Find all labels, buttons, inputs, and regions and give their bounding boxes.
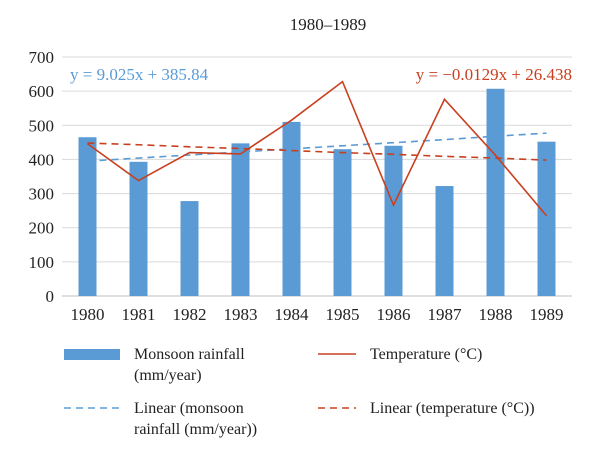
x-tick-label: 1989: [530, 305, 564, 324]
temperature-trend-equation: y = −0.0129x + 26.438: [416, 65, 572, 84]
chart-title: 1980–1989: [290, 15, 367, 34]
y-tick-label: 700: [29, 48, 55, 67]
bar: [282, 121, 301, 296]
bar: [231, 143, 250, 296]
bar: [129, 161, 148, 296]
x-tick-label: 1981: [122, 305, 156, 324]
bar: [384, 145, 403, 296]
y-axis-ticks: 0 100 200 300 400 500 600 700: [29, 48, 55, 306]
x-tick-label: 1986: [377, 305, 411, 324]
bar: [78, 137, 97, 296]
y-tick-label: 200: [29, 219, 55, 238]
bar: [486, 88, 505, 296]
bar: [435, 186, 454, 296]
x-tick-label: 1985: [326, 305, 360, 324]
trend-lines: [87, 132, 547, 162]
y-tick-label: 300: [29, 185, 55, 204]
temperature-line: [87, 80, 548, 217]
x-tick-label: 1983: [224, 305, 258, 324]
trend-line: [87, 132, 547, 162]
x-axis-ticks: 1980 1981 1982 1983 1984 1985 1986 1987 1988 1989: [71, 305, 564, 324]
bar: [333, 149, 352, 296]
x-tick-label: 1984: [275, 305, 310, 324]
bar: [180, 201, 199, 296]
y-tick-label: 0: [46, 287, 55, 306]
x-tick-label: 1987: [428, 305, 463, 324]
series-line: [87, 80, 548, 217]
x-tick-label: 1982: [173, 305, 207, 324]
trend-line: [87, 142, 547, 161]
rainfall-trend-equation: y = 9.025x + 385.84: [70, 65, 209, 84]
y-tick-label: 600: [29, 82, 55, 101]
y-tick-label: 100: [29, 253, 55, 272]
y-tick-label: 400: [29, 150, 55, 169]
x-tick-label: 1988: [479, 305, 513, 324]
y-tick-label: 500: [29, 116, 55, 135]
x-tick-label: 1980: [71, 305, 105, 324]
bar: [537, 141, 556, 296]
rainfall-bars: [78, 88, 556, 296]
